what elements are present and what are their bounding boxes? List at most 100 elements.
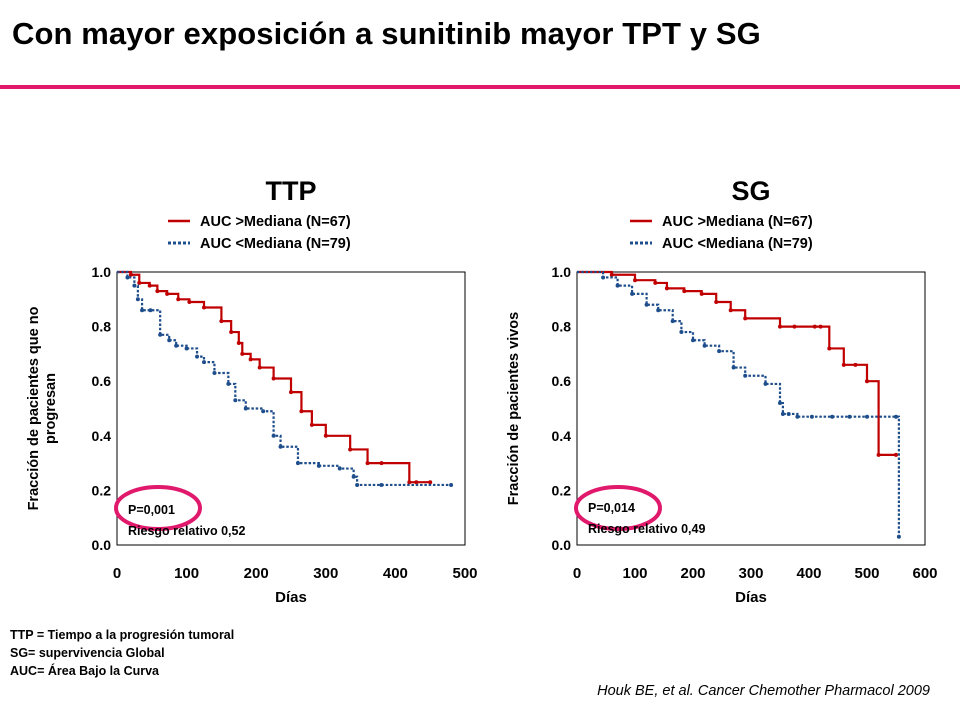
sg-censor-mark-0 bbox=[792, 324, 797, 329]
sg-censor-mark-0 bbox=[714, 300, 719, 305]
sg-censor-mark-1 bbox=[679, 330, 684, 335]
ttp-censor-mark-1 bbox=[337, 466, 342, 471]
ttp-censor-mark-0 bbox=[229, 330, 234, 335]
ttp-censor-mark-0 bbox=[147, 283, 152, 288]
ttp-censor-mark-0 bbox=[299, 409, 304, 414]
ttp-censor-mark-0 bbox=[219, 319, 224, 324]
ttp-censor-mark-1 bbox=[449, 482, 454, 487]
sg-ytick-label: 0.2 bbox=[552, 482, 572, 498]
sg-ytick-label: 0.0 bbox=[552, 537, 572, 553]
page-title: Con mayor exposición a sunitinib mayor T… bbox=[12, 16, 761, 51]
ttp-censor-mark-0 bbox=[257, 365, 262, 370]
ttp-censor-mark-0 bbox=[128, 272, 133, 277]
sg-censor-mark-0 bbox=[609, 272, 614, 277]
sg-xaxis-label: Días bbox=[735, 589, 767, 606]
ttp-censor-mark-0 bbox=[155, 289, 160, 294]
sg-censor-mark-1 bbox=[702, 343, 707, 348]
ttp-censor-mark-0 bbox=[323, 433, 328, 438]
ttp-censor-mark-1 bbox=[148, 308, 153, 313]
ttp-ytick-label: 0.4 bbox=[92, 428, 112, 444]
ttp-censor-mark-1 bbox=[174, 343, 179, 348]
ttp-censor-mark-1 bbox=[295, 461, 300, 466]
sg-pvalue-highlight bbox=[574, 485, 662, 531]
sg-censor-mark-0 bbox=[827, 346, 832, 351]
sg-chart: SG AUC >Mediana (N=67) AUC <Mediana (N=79)… bbox=[506, 176, 938, 606]
ttp-xtick-label: 100 bbox=[174, 565, 199, 582]
sg-censor-mark-0 bbox=[653, 280, 658, 285]
sg-censor-mark-1 bbox=[780, 411, 785, 416]
ttp-xaxis-label: Días bbox=[275, 589, 307, 606]
sg-pvalue: P=0,014 bbox=[588, 501, 635, 515]
sg-censor-mark-1 bbox=[795, 414, 800, 419]
ttp-legend-label-0: AUC >Mediana (N=67) bbox=[200, 214, 351, 230]
ttp-ytick-label: 1.0 bbox=[92, 264, 112, 280]
sg-ytick-label: 1.0 bbox=[552, 264, 572, 280]
ttp-ytick-label: 0.6 bbox=[92, 373, 112, 389]
ttp-censor-mark-0 bbox=[365, 461, 370, 466]
sg-censor-mark-1 bbox=[630, 291, 635, 296]
sg-xtick-label: 400 bbox=[796, 565, 821, 582]
sg-censor-mark-1 bbox=[656, 308, 661, 313]
ttp-censor-mark-1 bbox=[135, 297, 140, 302]
sg-chart-title: SG bbox=[731, 176, 770, 206]
ttp-censor-mark-1 bbox=[316, 463, 321, 468]
abbrev-sg: SG= supervivencia Global bbox=[10, 646, 165, 660]
ttp-censor-mark-0 bbox=[240, 351, 245, 356]
accent-divider bbox=[0, 85, 960, 89]
ttp-censor-mark-1 bbox=[261, 409, 266, 414]
sg-legend-label-1: AUC <Mediana (N=79) bbox=[662, 236, 813, 252]
sg-ytick-label: 0.4 bbox=[552, 428, 572, 444]
ttp-xtick-label: 300 bbox=[313, 565, 338, 582]
ttp-censor-mark-0 bbox=[137, 280, 142, 285]
abbrev-ttp: TTP = Tiempo a la progresión tumoral bbox=[10, 628, 235, 642]
ttp-plot-frame bbox=[116, 271, 466, 546]
ttp-censor-mark-1 bbox=[167, 338, 172, 343]
ttp-ytick-label: 0.0 bbox=[92, 537, 112, 553]
sg-censor-mark-1 bbox=[786, 411, 791, 416]
sg-xtick-label: 300 bbox=[738, 565, 763, 582]
ttp-censor-mark-0 bbox=[176, 297, 181, 302]
sg-censor-mark-1 bbox=[830, 414, 835, 419]
ttp-censor-mark-1 bbox=[243, 406, 248, 411]
sg-curve-1 bbox=[577, 270, 900, 537]
sg-xtick-label: 200 bbox=[680, 565, 705, 582]
ttp-censor-mark-1 bbox=[132, 283, 137, 288]
sg-censor-mark-1 bbox=[601, 275, 606, 280]
sg-censor-mark-0 bbox=[778, 324, 782, 329]
ttp-censor-mark-0 bbox=[407, 480, 412, 485]
sg-censor-mark-0 bbox=[841, 362, 846, 367]
ttp-censor-mark-0 bbox=[379, 461, 384, 466]
ttp-censor-mark-0 bbox=[348, 447, 353, 452]
sg-censor-mark-1 bbox=[731, 365, 736, 370]
sg-censor-mark-1 bbox=[809, 414, 814, 419]
abbreviations-legend: TTP = Tiempo a la progresión tumoral SG=… bbox=[10, 626, 234, 680]
ttp-censor-mark-1 bbox=[140, 308, 145, 313]
ttp-censor-mark-1 bbox=[271, 433, 276, 438]
ttp-censor-mark-1 bbox=[125, 275, 130, 280]
ttp-chart: TTP AUC >Mediana (N=67) AUC <Mediana (N=79… bbox=[26, 176, 478, 606]
ttp-censor-mark-0 bbox=[202, 305, 206, 310]
sg-censor-mark-0 bbox=[682, 289, 687, 294]
ttp-censor-mark-1 bbox=[226, 381, 231, 386]
abbrev-auc: AUC= Área Bajo la Curva bbox=[10, 664, 160, 678]
sg-censor-mark-0 bbox=[812, 324, 817, 329]
sg-censor-mark-1 bbox=[894, 414, 898, 419]
ttp-chart-title: TTP bbox=[266, 176, 317, 206]
ttp-pvalue: P=0,001 bbox=[128, 503, 175, 517]
sg-xtick-label: 600 bbox=[912, 565, 937, 582]
ttp-legend-label-1: AUC <Mediana (N=79) bbox=[200, 236, 351, 252]
ttp-censor-mark-0 bbox=[309, 422, 314, 427]
sg-censor-mark-1 bbox=[615, 283, 620, 288]
sg-censor-mark-0 bbox=[853, 362, 858, 367]
sg-censor-mark-1 bbox=[865, 414, 869, 419]
ttp-censor-mark-0 bbox=[187, 300, 192, 305]
sg-censor-mark-1 bbox=[670, 319, 675, 324]
ttp-yaxis-label: Fracción de pacientes que noprogresan bbox=[26, 306, 59, 510]
ttp-hazard-ratio: Riesgo relativo 0,52 bbox=[128, 524, 245, 538]
ttp-censor-mark-1 bbox=[158, 332, 163, 337]
sg-xtick-label: 500 bbox=[854, 565, 879, 582]
ttp-censor-mark-0 bbox=[165, 291, 170, 296]
ttp-censor-mark-1 bbox=[355, 482, 360, 487]
sg-censor-mark-1 bbox=[778, 401, 782, 406]
sg-censor-mark-1 bbox=[896, 534, 901, 539]
